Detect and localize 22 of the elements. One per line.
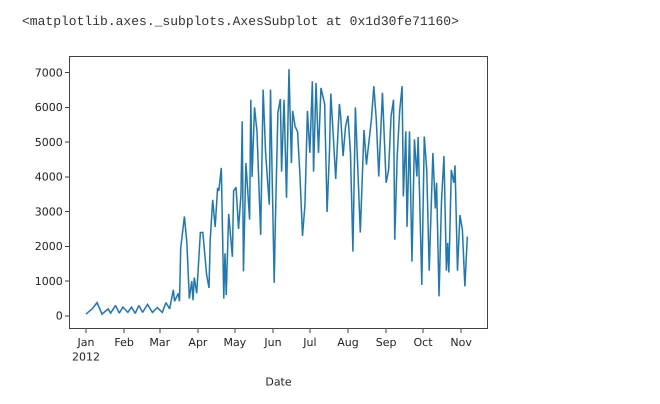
line-series <box>85 68 468 315</box>
x-tick-label: May <box>223 336 247 350</box>
x-tick-label: Jan 2012 <box>72 336 100 364</box>
x-tick-label: Nov <box>450 336 472 350</box>
x-tick-label: Sep <box>376 336 397 350</box>
x-tick-label: Feb <box>114 336 134 350</box>
y-tick-label: 2000 <box>34 240 63 254</box>
x-axis-title: Date <box>265 376 292 389</box>
x-tick-label: Jul <box>302 336 317 350</box>
y-tick-label: 0 <box>56 310 63 323</box>
x-tick-label: Oct <box>414 336 434 350</box>
y-tick-label: 4000 <box>34 170 63 184</box>
text: <matplotlib.axes._subplots.AxesSubplot at 0x1d30fe71160> <box>22 14 460 29</box>
y-tick-label: 1000 <box>34 274 63 288</box>
y-tick-label: 3000 <box>34 205 63 218</box>
x-tick-label: Apr <box>188 336 208 350</box>
y-tick-label: 7000 <box>34 66 63 80</box>
x-tick-label: Jun <box>263 336 282 350</box>
y-tick-label: 5000 <box>34 136 63 149</box>
y-tick-label: 6000 <box>34 101 63 114</box>
x-tick-label: Mar <box>149 336 171 350</box>
x-tick-label: Aug <box>337 336 359 350</box>
